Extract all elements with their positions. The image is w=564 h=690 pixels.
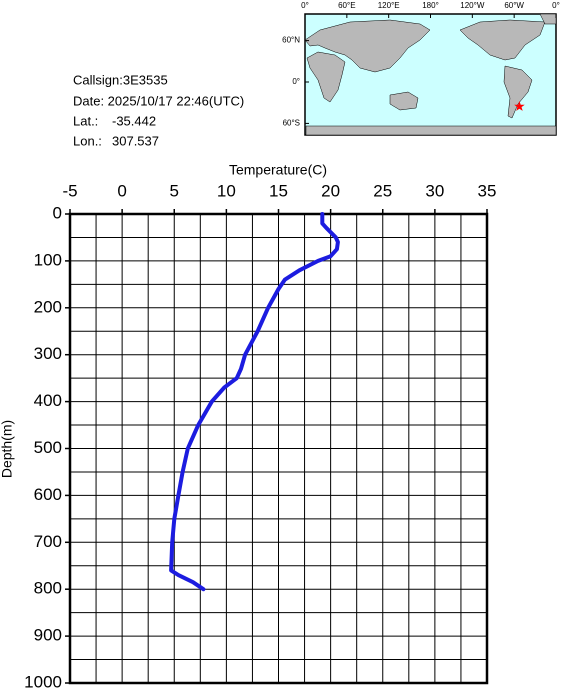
map-lon-label: 180° bbox=[422, 1, 439, 10]
profile-line bbox=[169, 212, 340, 592]
x-tick-label: 30 bbox=[425, 181, 444, 200]
lon-value: 307.537 bbox=[112, 133, 159, 148]
x-tick-label: 10 bbox=[217, 181, 236, 200]
map-lat-label: 0° bbox=[292, 77, 300, 86]
x-tick-label: 5 bbox=[170, 181, 179, 200]
y-tick-label: 800 bbox=[34, 579, 62, 598]
map-lon-label: 0° bbox=[301, 1, 309, 10]
y-axis-title: Depth(m) bbox=[0, 420, 15, 478]
y-tick-label: 100 bbox=[34, 250, 62, 269]
x-tick-label: 15 bbox=[269, 181, 288, 200]
y-tick-label: 500 bbox=[34, 438, 62, 457]
map-lon-label: 60°W bbox=[504, 1, 524, 10]
info-panel: Callsign:3E3535 Date: 2025/10/17 22:46(U… bbox=[73, 72, 244, 148]
y-tick-label: 200 bbox=[34, 297, 62, 316]
y-tick-label: 600 bbox=[34, 485, 62, 504]
x-tick-label: -5 bbox=[62, 181, 77, 200]
map: 0° 60°E 120°E 180° 120°W 60°W 0° 60°N 0° 60°S bbox=[282, 1, 560, 136]
y-tick-label: 300 bbox=[34, 344, 62, 363]
map-lon-label: 120°W bbox=[460, 1, 485, 10]
x-axis-title: Temperature(C) bbox=[229, 162, 327, 178]
plot-frame bbox=[68, 212, 489, 685]
lon-label: Lon.: bbox=[73, 133, 102, 148]
plot-area: Temperature(C) Depth(m) -5 0 5 10 15 20 25 30 35… bbox=[0, 162, 496, 690]
map-lat-label: 60°S bbox=[283, 119, 300, 128]
x-tick-label: 35 bbox=[478, 181, 497, 200]
y-tick-label: 0 bbox=[53, 203, 62, 222]
land bbox=[304, 13, 557, 136]
map-lon-label: 120°E bbox=[378, 1, 400, 10]
map-lon-label: 60°E bbox=[338, 1, 355, 10]
lat-label: Lat.: bbox=[73, 113, 98, 128]
y-tick-label: 900 bbox=[34, 626, 62, 645]
map-lat-label: 60°N bbox=[282, 36, 300, 45]
y-tick-label: 700 bbox=[34, 532, 62, 551]
x-tick-label: 0 bbox=[117, 181, 126, 200]
lat-value: -35.442 bbox=[112, 113, 156, 128]
map-lon-label: 0° bbox=[552, 1, 560, 10]
y-tick-label: 1000 bbox=[24, 672, 62, 690]
location-marker bbox=[514, 101, 525, 111]
callsign: Callsign:3E3535 bbox=[73, 72, 168, 87]
x-tick-label: 20 bbox=[321, 181, 340, 200]
x-tick-label: 25 bbox=[373, 181, 392, 200]
y-tick-label: 400 bbox=[34, 391, 62, 410]
date: Date: 2025/10/17 22:46(UTC) bbox=[73, 93, 244, 108]
